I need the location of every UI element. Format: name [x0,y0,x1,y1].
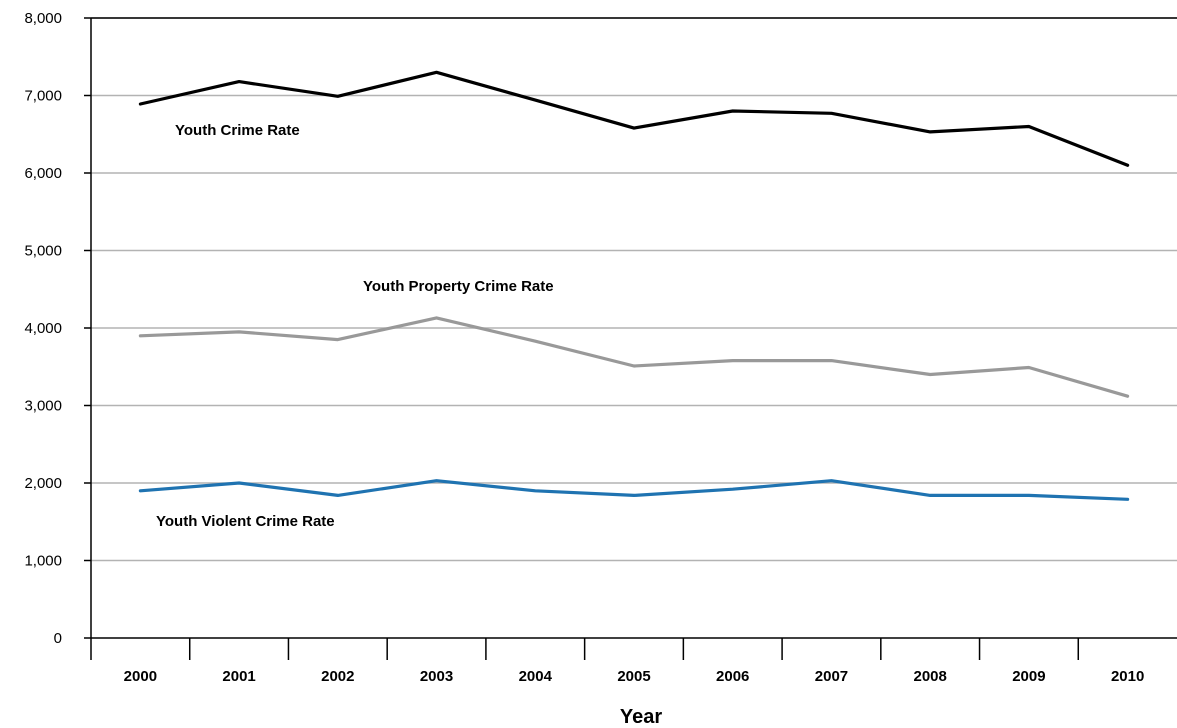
series-label-youth-violent-crime-rate: Youth Violent Crime Rate [156,513,335,530]
x-tick-label: 2007 [815,668,848,685]
y-tick-label: 5,000 [24,243,62,260]
y-axis: 0 1,000 2,000 3,000 4,000 5,000 6,000 7,000 8,00… [24,10,91,660]
y-tick-label: 4,000 [24,320,62,337]
y-tick-label: 6,000 [24,165,62,182]
y-tick-label: 1,000 [24,553,62,570]
x-tick-label: 2005 [617,668,650,685]
y-tick-label: 8,000 [24,10,62,27]
y-tick-label: 7,000 [24,88,62,105]
x-tick-label: 2000 [124,668,157,685]
x-tick-label: 2002 [321,668,354,685]
x-tick-label: 2001 [222,668,255,685]
y-tick-label: 0 [54,630,62,647]
y-tick-label: 3,000 [24,398,62,415]
x-axis: 2000 2001 2002 2003 2004 2005 2006 2007 2008 2009… [91,638,1177,685]
x-axis-title: Year [620,706,662,728]
series-line-youth-crime-rate [140,72,1127,165]
series-line-youth-property-crime-rate [140,318,1127,396]
x-tick-label: 2006 [716,668,749,685]
gridlines [91,18,1177,561]
x-tick-label: 2008 [913,668,946,685]
x-tick-label: 2009 [1012,668,1045,685]
y-tick-label: 2,000 [24,475,62,492]
series-labels: Youth Crime Rate Youth Property Crime Ra… [156,122,554,530]
x-tick-label: 2004 [519,668,553,685]
x-tick-label: 2010 [1111,668,1144,685]
series-label-youth-property-crime-rate: Youth Property Crime Rate [363,278,554,295]
series-label-youth-crime-rate: Youth Crime Rate [175,122,300,139]
x-tick-label: 2003 [420,668,453,685]
